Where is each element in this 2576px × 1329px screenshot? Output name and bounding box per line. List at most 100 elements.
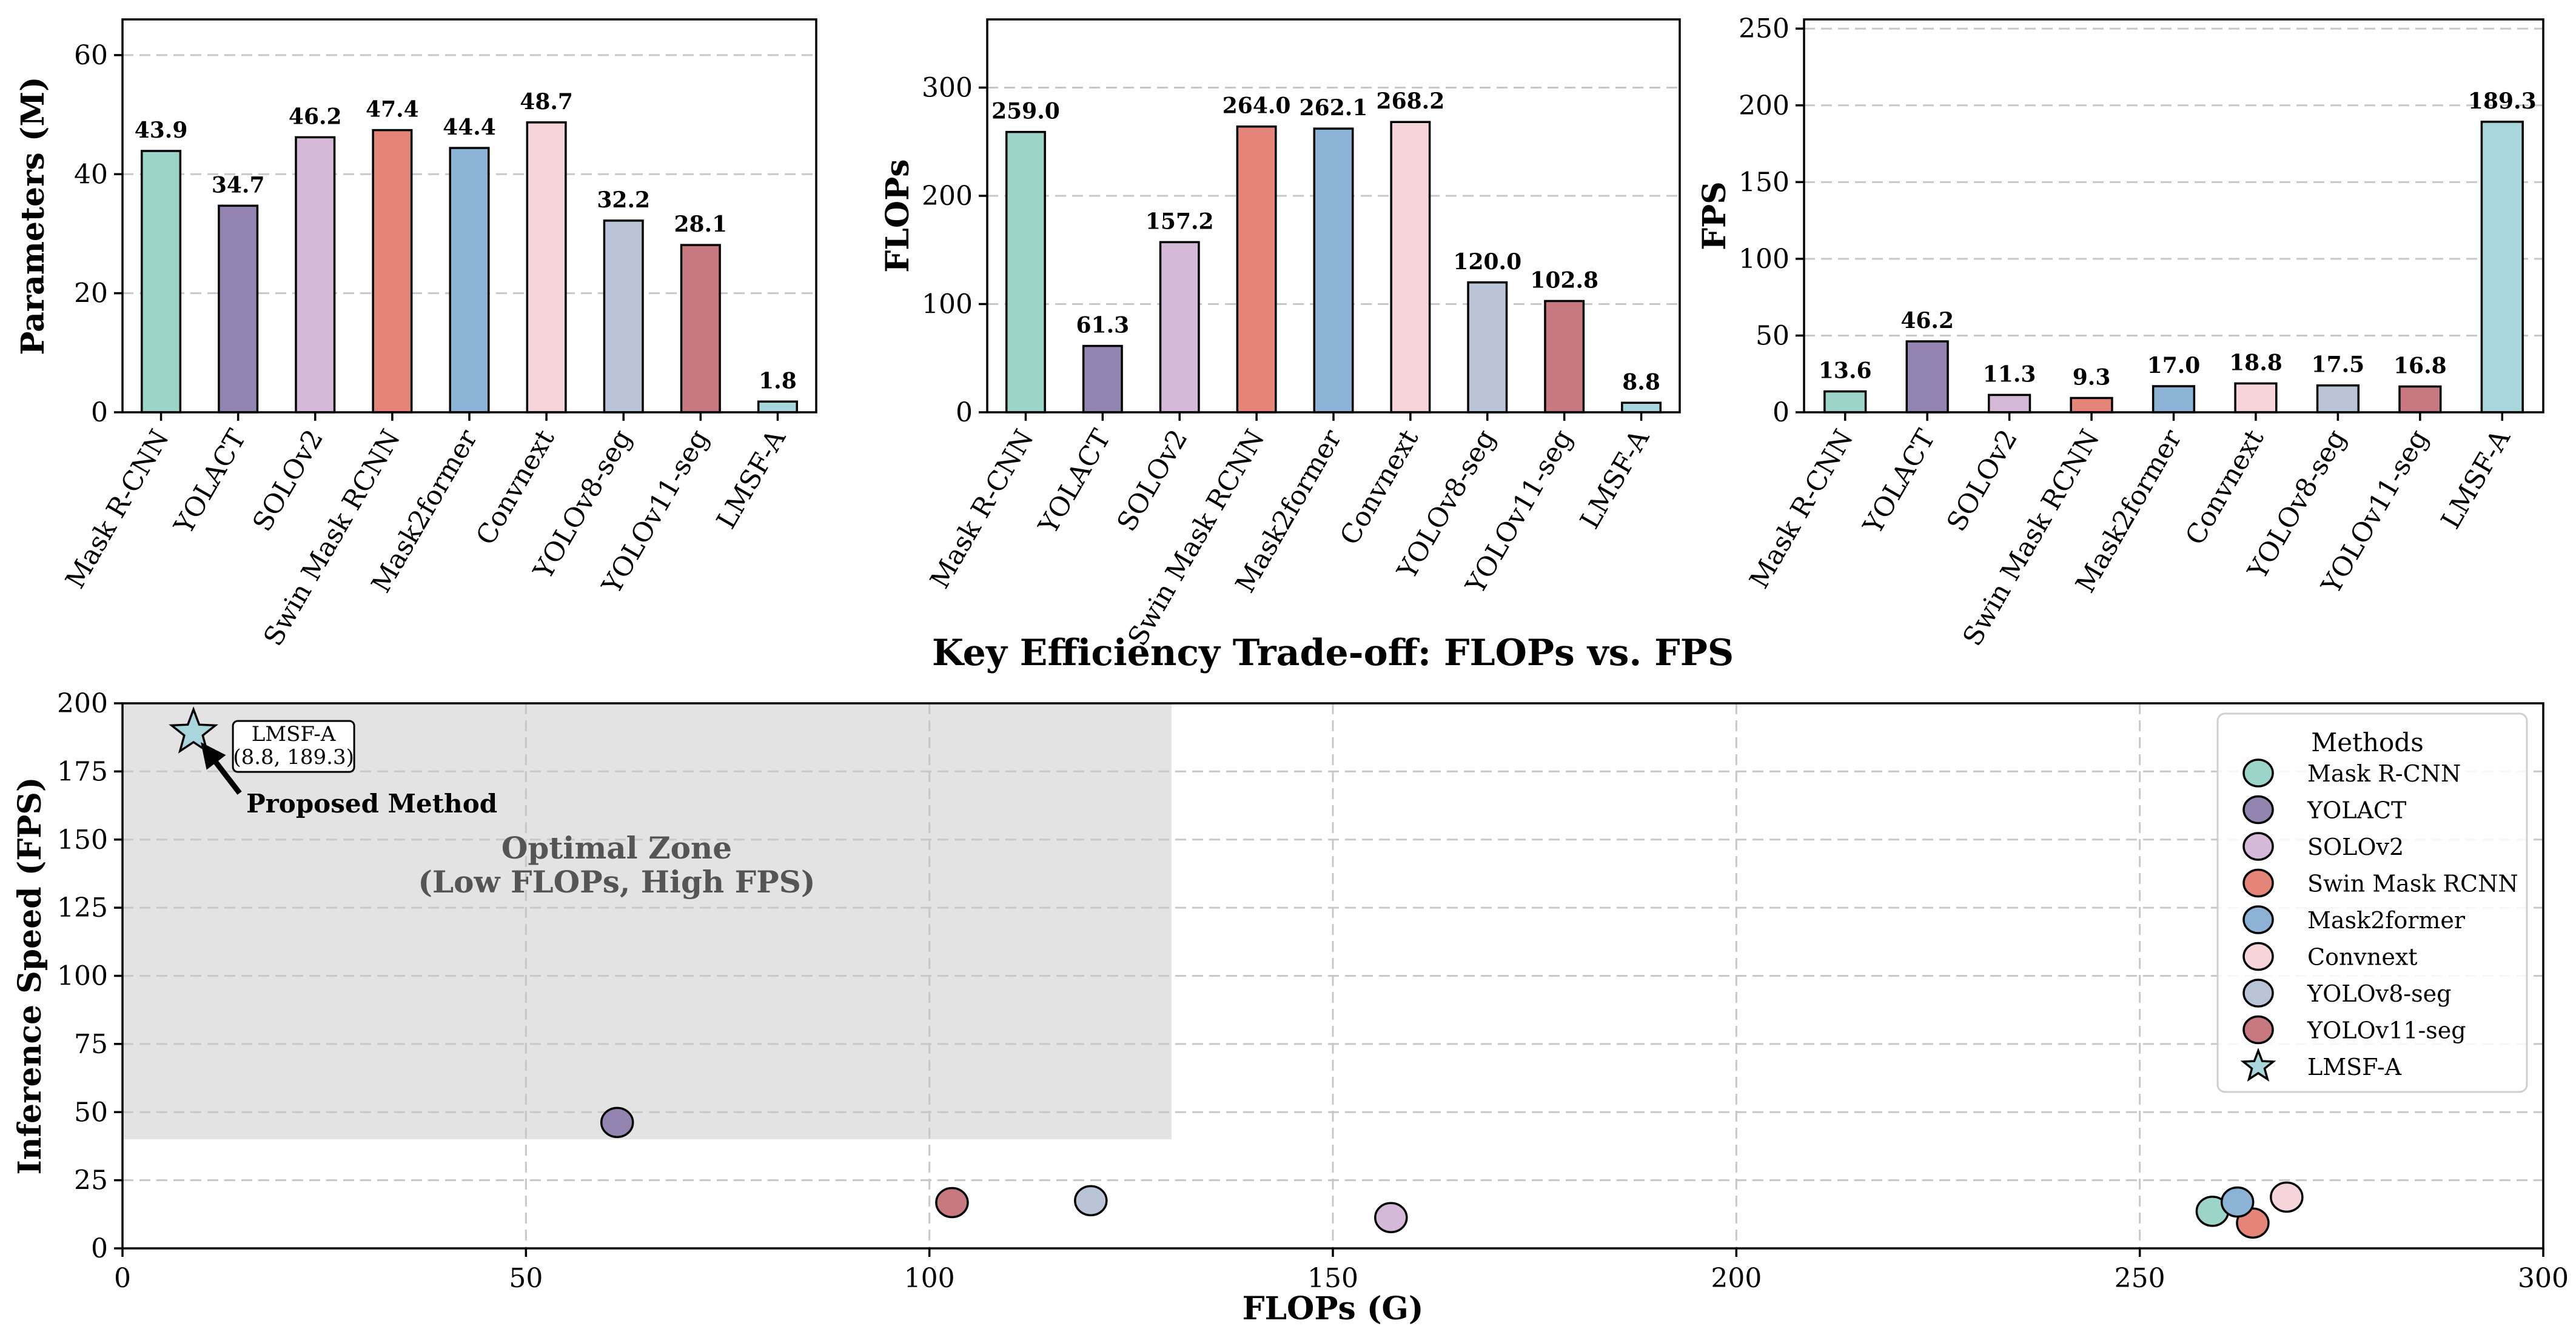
legend-marker-yolact [2242, 795, 2274, 825]
bar-chart-1: 43.9 34.7 46.2 47.4 44.4 48.7 32.2 28.1 1.8 0 20 40… [15, 18, 817, 651]
value-label: 32.2 [597, 187, 650, 213]
arrow-annotation-text: Proposed Method [246, 789, 497, 818]
bar-lmsf-a [2480, 121, 2524, 413]
point-mask2former [2220, 1186, 2255, 1218]
scatter-chart: Key Efficiency Trade-off: FLOPs vs. FPS O… [12, 632, 2569, 1327]
point-lmsf-a [169, 706, 218, 754]
x-tick-label: 250 [2115, 1263, 2165, 1294]
bar-convnext [2234, 382, 2278, 413]
point-yolov11-seg [935, 1187, 969, 1219]
y-tick-label: 0 [956, 397, 973, 428]
bar-solov2 [1159, 241, 1200, 413]
value-label: 47.4 [366, 97, 419, 122]
x-tick-label: Swin Mask RCNN [258, 424, 406, 651]
legend-label-mask2former: Mask2former [2307, 907, 2466, 934]
y-tick-label: 75 [74, 1029, 108, 1060]
legend-marker-lmsf-a [2240, 1048, 2276, 1082]
bar-yolact [1082, 344, 1123, 413]
y-axis-label: FLOPs [879, 159, 916, 272]
point-annotation-box [232, 720, 355, 773]
y-tick-label: 60 [74, 40, 108, 71]
legend-label-swin-mask-rcnn: Swin Mask RCNN [2307, 871, 2518, 897]
value-label: 8.8 [1622, 369, 1660, 395]
legend-label-lmsf-a: LMSF-A [2307, 1054, 2402, 1080]
value-label: 102.8 [1530, 267, 1598, 293]
bar-solov2 [1988, 393, 2031, 413]
legend-label-solov2: SOLOv2 [2307, 834, 2404, 860]
value-label: 1.8 [759, 368, 797, 393]
y-tick-label: 50 [1756, 320, 1789, 351]
y-tick-label: 20 [74, 278, 108, 309]
x-tick-label: Mask R-CNN [59, 424, 175, 594]
value-label: 120.0 [1453, 249, 1521, 275]
y-tick-label: 50 [74, 1097, 108, 1128]
value-label: 11.3 [1983, 361, 2036, 387]
bar-chart-2: 259.0 61.3 157.2 264.0 262.1 268.2 120.0 102.8 8… [879, 18, 1681, 651]
bar-mask-r-cnn [141, 150, 182, 413]
x-tick-label: Mask R-CNN [924, 424, 1040, 594]
y-tick-label: 125 [57, 892, 108, 923]
value-label: 61.3 [1076, 313, 1129, 338]
value-label: 48.7 [520, 89, 573, 115]
y-tick-label: 0 [91, 397, 108, 428]
point-annotation-line2: (8.8, 189.3) [233, 745, 354, 769]
bar-convnext [526, 121, 567, 413]
y-tick-label: 150 [57, 825, 108, 855]
bar-swin-mask-rcnn [2070, 397, 2113, 413]
x-tick-label: YOLACT [1033, 424, 1117, 540]
zone-label-line2: (Low FLOPs, High FPS) [418, 864, 815, 900]
annotation-arrow-head [201, 742, 226, 770]
point-convnext [2270, 1181, 2304, 1213]
bar-solov2 [295, 136, 336, 413]
x-tick-label: 50 [509, 1263, 543, 1294]
legend-marker-mask2former [2242, 905, 2274, 934]
bar-swin-mask-rcnn [372, 129, 413, 413]
legend-marker-solov2 [2242, 832, 2274, 861]
x-tick-label: 0 [114, 1263, 131, 1294]
y-tick-label: 250 [1739, 13, 1789, 44]
bar-yolov11-seg [2398, 385, 2442, 413]
bar-yolact [218, 204, 259, 413]
value-label: 43.9 [135, 118, 188, 143]
x-tick-label: SOLOv2 [247, 424, 329, 537]
y-tick-label: 200 [1739, 90, 1789, 121]
bar-yolact [1905, 340, 1949, 413]
bar-mask2former [2152, 385, 2196, 413]
x-tick-label: LMSF-A [2435, 424, 2517, 534]
x-tick-label: LMSF-A [1574, 424, 1656, 534]
bar-mask2former [449, 147, 490, 413]
x-tick-label: YOLACT [1857, 424, 1941, 540]
value-label: 46.2 [1900, 308, 1954, 333]
point-yolact [600, 1106, 634, 1139]
x-tick-label: Convnext [2179, 424, 2270, 551]
bar-lmsf-a [1621, 401, 1662, 413]
legend-label-yolact: YOLACT [2307, 797, 2406, 824]
scatter-title: Key Efficiency Trade-off: FLOPs vs. FPS [932, 632, 1734, 674]
legend: Methods Mask R-CNN YOLACT SOLOv2 Swin Mask R… [2216, 712, 2528, 1093]
x-tick-label: Swin Mask RCNN [1122, 424, 1270, 651]
point-solov2 [1374, 1202, 1408, 1233]
value-label: 268.2 [1377, 89, 1445, 114]
y-tick-label: 200 [57, 688, 108, 719]
x-tick-label: SOLOv2 [1111, 424, 1193, 537]
x-tick-label: Mask R-CNN [1743, 424, 1859, 594]
point-yolov8-seg [1074, 1185, 1108, 1217]
value-label: 9.3 [2073, 364, 2111, 390]
x-tick-label: Convnext [1334, 424, 1424, 551]
y-tick-label: 200 [922, 181, 973, 212]
value-label: 16.8 [2393, 353, 2447, 378]
x-tick-label: YOLACT [168, 424, 252, 540]
value-label: 17.0 [2147, 353, 2201, 378]
y-tick-label: 0 [1773, 397, 1789, 428]
x-axis-label: FLOPs (G) [1243, 1290, 1424, 1327]
point-annotation-line1: LMSF-A [252, 722, 336, 746]
value-label: 44.4 [443, 115, 496, 140]
value-label: 13.6 [1819, 358, 1872, 384]
y-tick-label: 0 [91, 1233, 108, 1264]
bar-yolov11-seg [680, 244, 721, 413]
legend-label-yolov11-seg: YOLOv11-seg [2307, 1017, 2466, 1044]
value-label: 18.8 [2229, 350, 2283, 375]
x-tick-label: 300 [2518, 1263, 2569, 1294]
optimal-zone [122, 703, 1172, 1140]
